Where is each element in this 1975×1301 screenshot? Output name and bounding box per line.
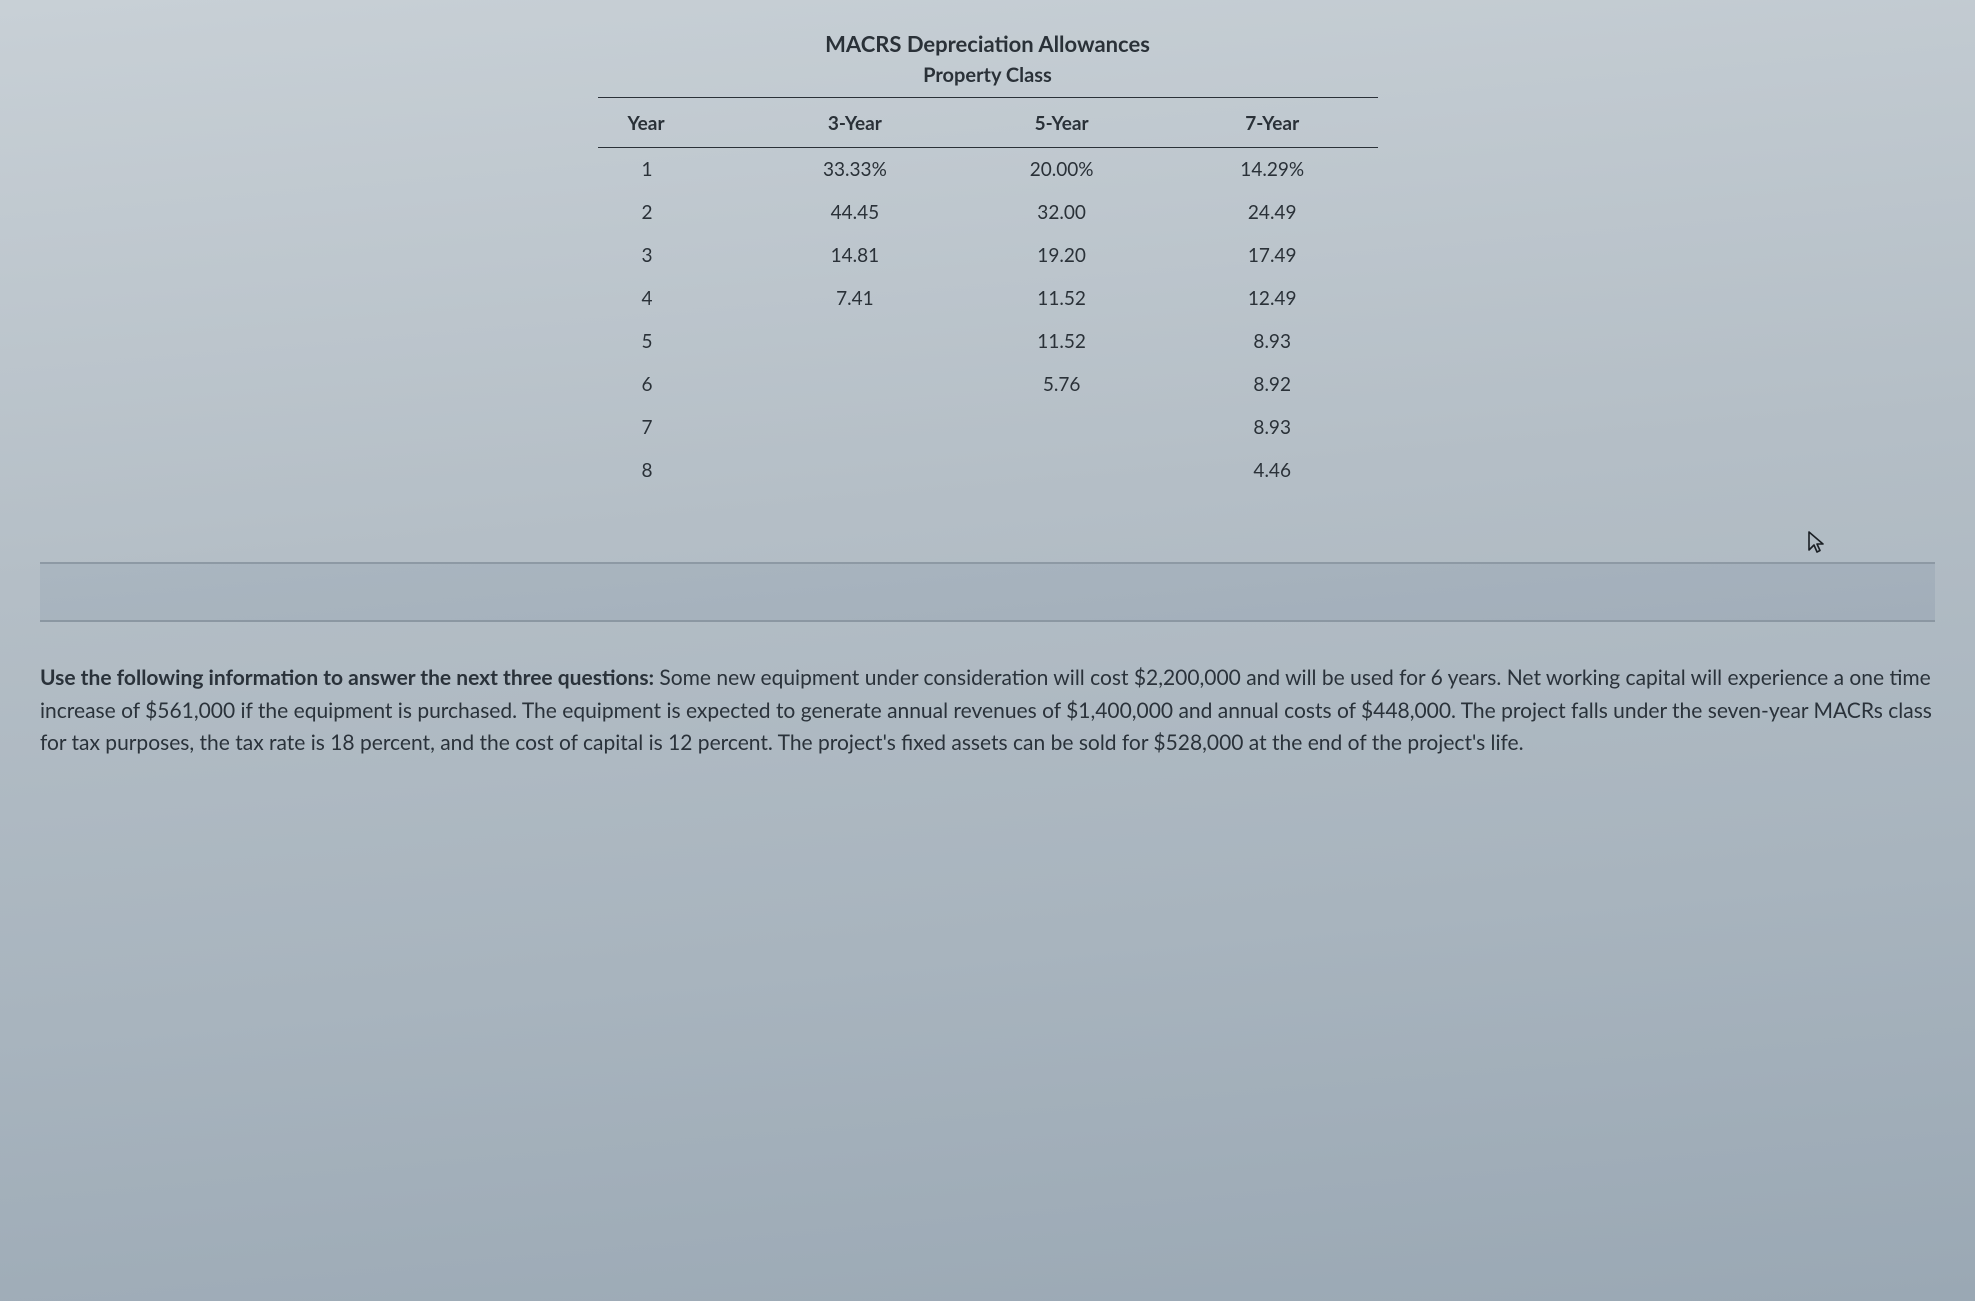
cell-value: 33.33% [754,148,957,192]
cell-value: 32.00 [956,191,1167,234]
cell-value: 17.49 [1167,234,1378,277]
table-row: 314.8119.2017.49 [598,234,1378,277]
table-row: 78.93 [598,406,1378,449]
cell-value: 19.20 [956,234,1167,277]
cell-value [754,363,957,406]
cell-value [754,406,957,449]
col-header-7year: 7-Year [1167,98,1378,148]
cell-year: 8 [598,449,754,492]
cell-value: 11.52 [956,320,1167,363]
question-lead: Use the following information to answer … [40,665,654,690]
cell-year: 2 [598,191,754,234]
cell-value: 4.46 [1167,449,1378,492]
table-header-row: Year 3-Year 5-Year 7-Year [598,98,1378,148]
question-text: Use the following information to answer … [40,662,1935,760]
cell-value: 5.76 [956,363,1167,406]
cell-year: 4 [598,277,754,320]
table-row: 6 5.768.92 [598,363,1378,406]
cell-value [956,406,1167,449]
cell-year: 5 [598,320,754,363]
col-header-5year: 5-Year [956,98,1167,148]
cursor-icon [1807,530,1825,559]
table-subtitle: Property Class [598,63,1378,98]
cell-value: 24.49 [1167,191,1378,234]
cell-value: 44.45 [754,191,957,234]
cell-year: 6 [598,363,754,406]
cell-year: 1 [598,148,754,192]
cell-value: 11.52 [956,277,1167,320]
cell-value: 14.29% [1167,148,1378,192]
cell-value: 8.93 [1167,320,1378,363]
cell-year: 7 [598,406,754,449]
macrs-table: Year 3-Year 5-Year 7-Year 133.33%20.00%1… [598,98,1378,492]
table-row: 5 11.528.93 [598,320,1378,363]
table-title: MACRS Depreciation Allowances [598,30,1378,63]
col-header-3year: 3-Year [754,98,957,148]
cell-value [754,320,957,363]
cell-value: 7.41 [754,277,957,320]
cell-value: 14.81 [754,234,957,277]
cell-value: 8.92 [1167,363,1378,406]
section-divider [40,562,1935,622]
table-body: 133.33%20.00%14.29%244.4532.0024.49314.8… [598,148,1378,493]
col-header-year: Year [598,98,754,148]
cell-value [956,449,1167,492]
table-row: 47.4111.5212.49 [598,277,1378,320]
macrs-table-region: MACRS Depreciation Allowances Property C… [598,30,1378,492]
table-row: 133.33%20.00%14.29% [598,148,1378,192]
cell-value: 8.93 [1167,406,1378,449]
cell-value: 20.00% [956,148,1167,192]
cell-value: 12.49 [1167,277,1378,320]
cell-year: 3 [598,234,754,277]
table-row: 84.46 [598,449,1378,492]
cell-value [754,449,957,492]
table-row: 244.4532.0024.49 [598,191,1378,234]
